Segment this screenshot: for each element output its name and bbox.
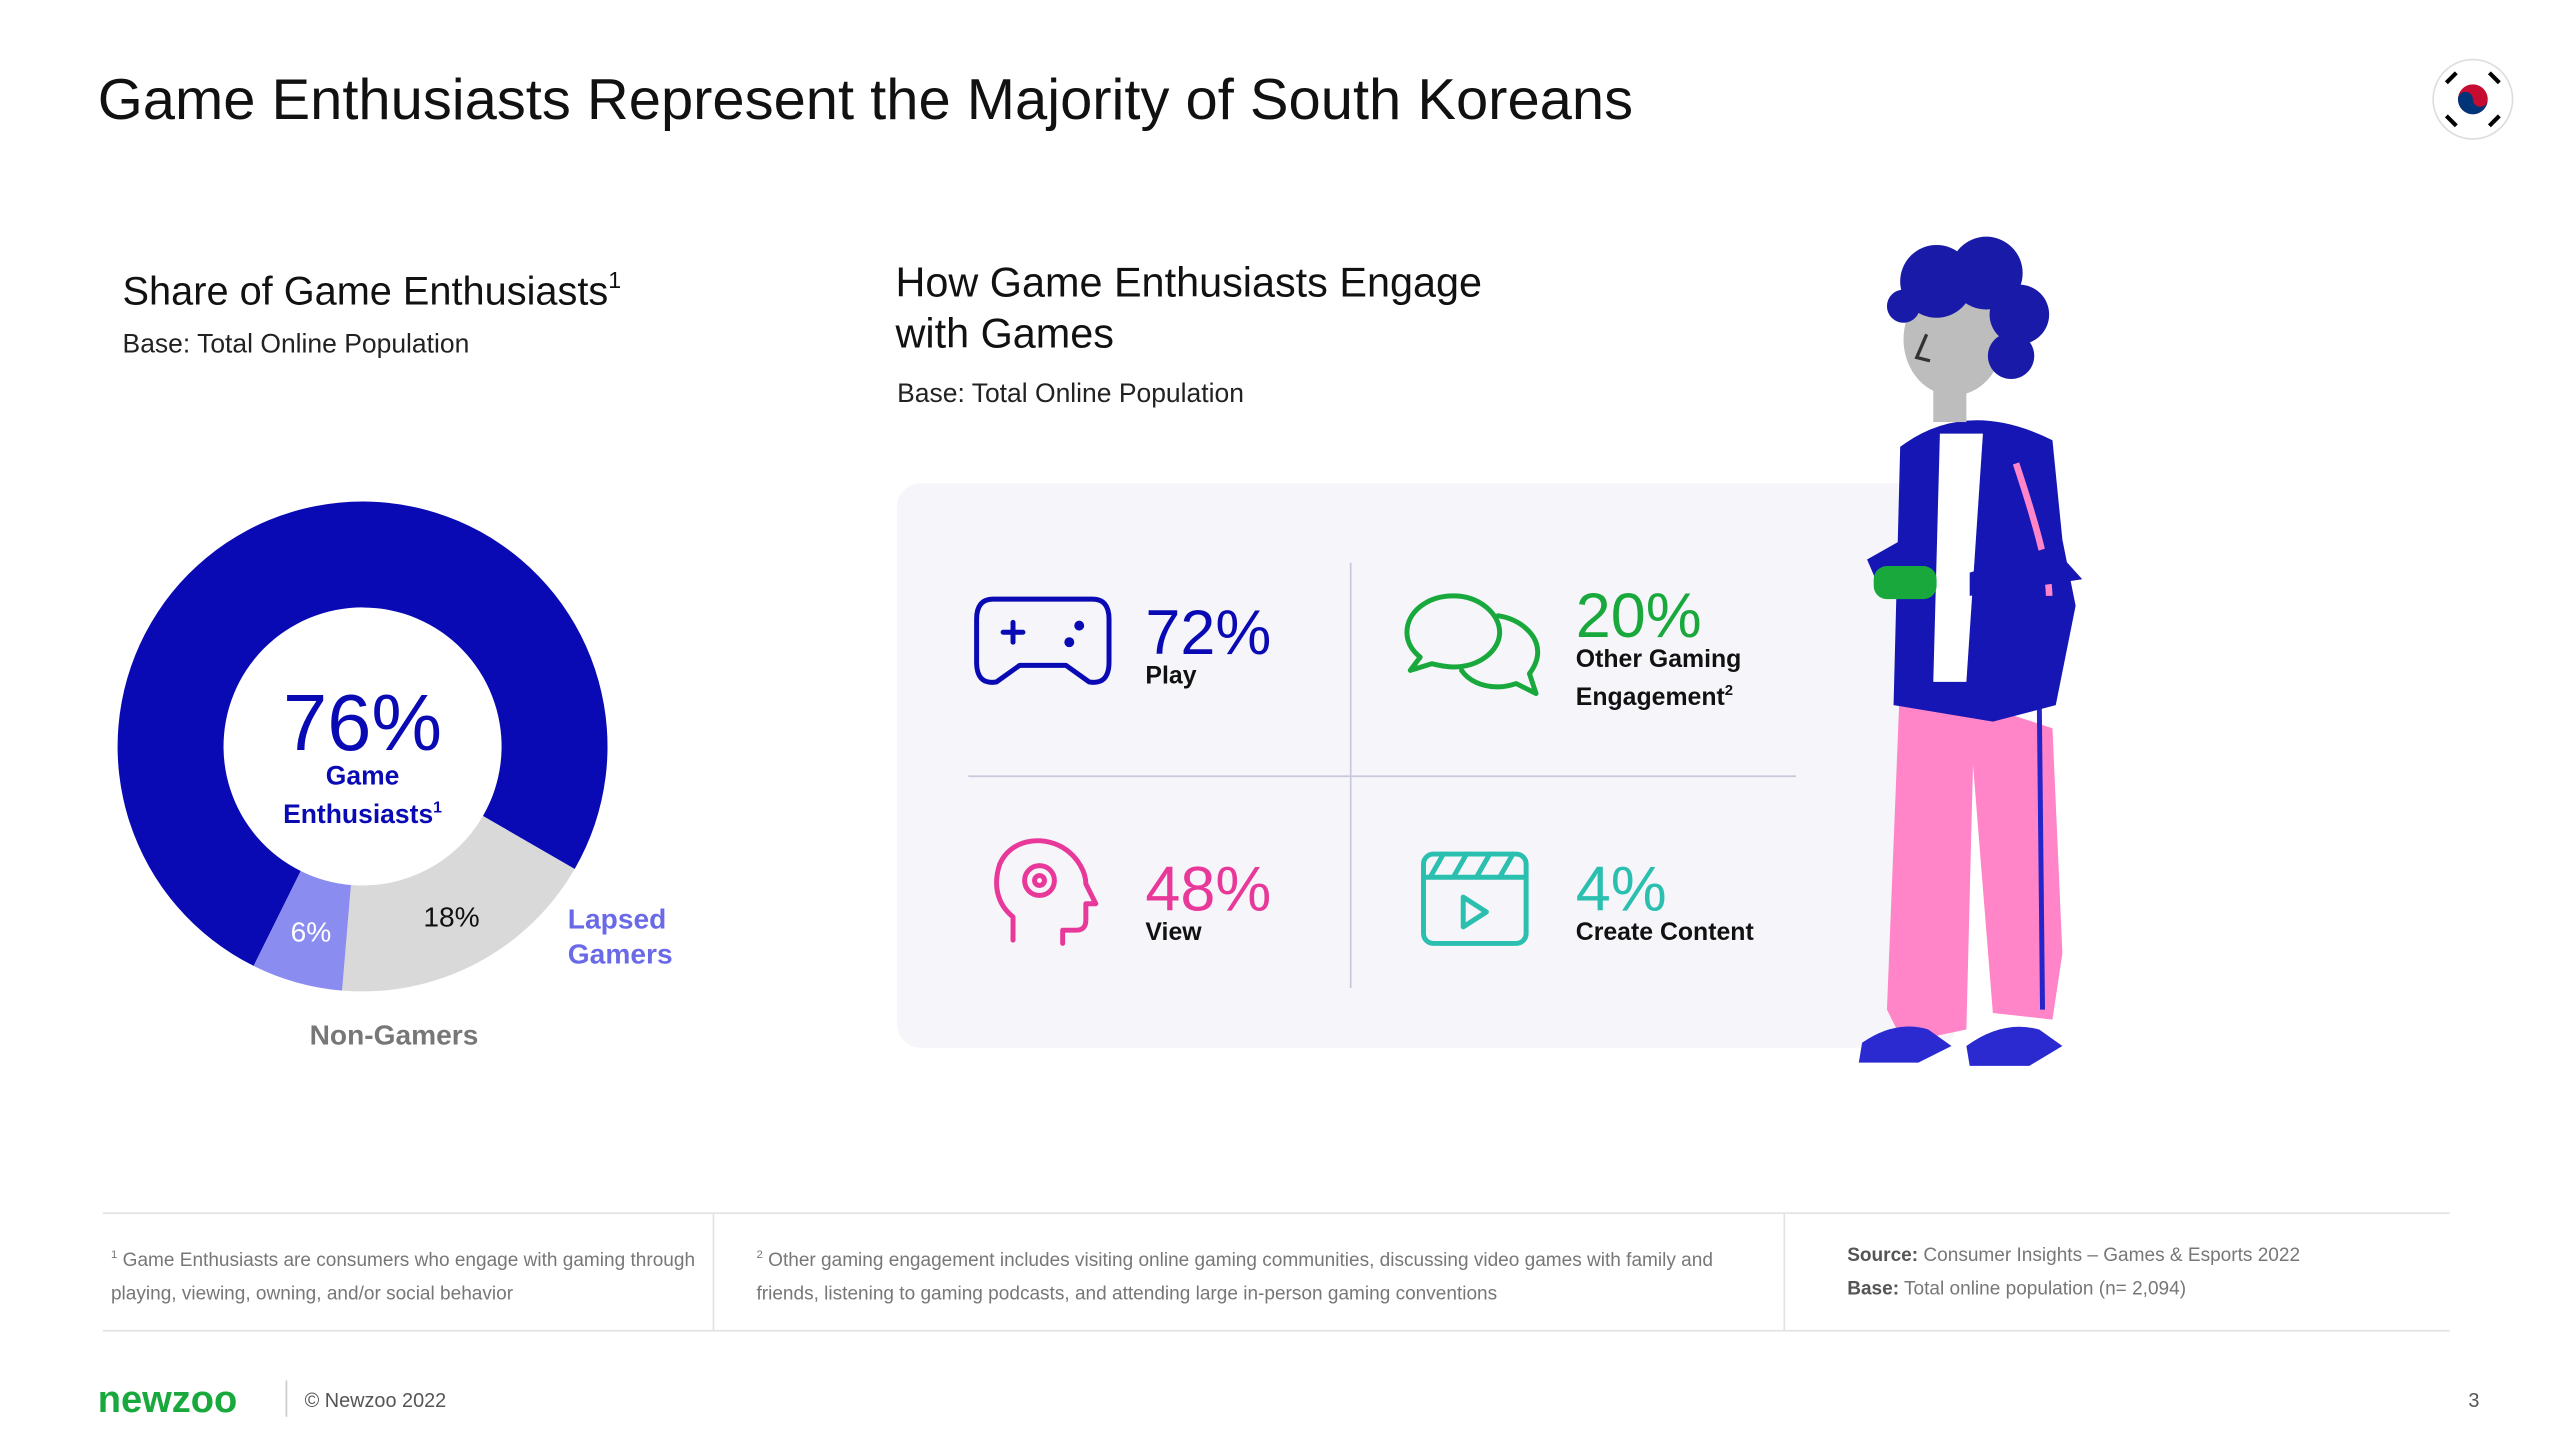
- center-label: Game Enthusiasts1: [247, 761, 479, 831]
- engagement-title: How Game Enthusiasts Engage with Games: [895, 259, 1483, 358]
- footnote-text: Game Enthusiasts are consumers who engag…: [110, 1251, 696, 1304]
- engagement-title-box: How Game Enthusiasts Engage with Games: [895, 259, 1483, 358]
- stat-label-box: Other Gaming Engagement2: [1576, 644, 1808, 714]
- chart-title-text: Share of Game Enthusiasts: [123, 270, 609, 314]
- stat-label: Other Gaming Engagement2: [1576, 644, 1808, 714]
- source-text: Consumer Insights – Games & Esports 2022: [1923, 1246, 2301, 1267]
- base-label: Base:: [1847, 1279, 1900, 1300]
- footnote-mark: 1: [433, 799, 443, 818]
- engagement-stats: 72%Play 20%Other Gaming Engagement2 48%Vie…: [1145, 581, 1808, 948]
- value-label: 18%: [423, 902, 479, 933]
- footnote-mark: 1: [110, 1249, 118, 1262]
- stat-label-text: Create Content: [1575, 918, 1754, 947]
- category-label: Lapsed Gamers: [567, 903, 673, 970]
- stat-label-text: Play: [1145, 662, 1197, 691]
- base-text: Total online population (n= 2,094): [1904, 1279, 2187, 1300]
- donut: 18% 6% 76%Game Enthusiasts1 Non-Gamers Lapse…: [117, 501, 673, 1050]
- stat-label-box: View: [1145, 917, 1377, 948]
- character-illustration: [1858, 236, 2083, 1066]
- footnote-mark: 2: [756, 1249, 763, 1262]
- stat-value: 4%: [1576, 854, 1667, 924]
- donut-slice: [117, 501, 608, 966]
- donut-slice: [342, 815, 575, 992]
- donut-slice: [253, 871, 351, 991]
- stat-value: 48%: [1145, 854, 1271, 924]
- flag: [2432, 58, 2514, 140]
- value-label: 6%: [291, 916, 332, 947]
- page-number: 3: [2468, 1390, 2479, 1412]
- footnotes: 1 Game Enthusiasts are consumers who eng…: [102, 1212, 2450, 1332]
- source-label: Source:: [1847, 1246, 1919, 1267]
- footnote-2: 2 Other gaming engagement includes visit…: [756, 1249, 1713, 1304]
- engagement-panel: [897, 483, 1957, 1048]
- stat-value: 72%: [1145, 598, 1271, 668]
- footnote-mark: 2: [1724, 681, 1734, 699]
- center-value: 76%: [283, 678, 442, 767]
- icons: [974, 593, 1541, 946]
- stat-label-box: Play: [1145, 660, 1377, 691]
- stat-label-box: Create Content: [1576, 917, 1808, 948]
- category-label-box: Lapsed Gamers: [567, 903, 673, 970]
- stat-label-text: Other Gaming Engagement: [1575, 645, 1742, 712]
- category-label: Non-Gamers: [310, 1019, 479, 1050]
- gamepad-icon: [974, 596, 1112, 685]
- stat-label: Play: [1145, 660, 1377, 691]
- chat-icon: [1404, 593, 1503, 673]
- copyright: © Newzoo 2022: [305, 1390, 447, 1412]
- source-note: Source: Consumer Insights – Games & Espo…: [1847, 1246, 2301, 1300]
- stat-label: View: [1145, 917, 1377, 948]
- center-label-box: Game Enthusiasts1: [247, 761, 479, 831]
- footnote-1: 1 Game Enthusiasts are consumers who eng…: [110, 1249, 696, 1304]
- stat-label: Create Content: [1576, 917, 1808, 948]
- category-label: Game Enthusiasts: [283, 763, 434, 830]
- stat-label-text: View: [1145, 918, 1202, 947]
- footnote-mark: 1: [608, 267, 621, 293]
- slide-title: Game Enthusiasts Represent the Majority …: [98, 68, 1633, 132]
- footnote-text: Other gaming engagement includes visitin…: [756, 1251, 1713, 1304]
- chart-title: Share of Game Enthusiasts1: [123, 267, 622, 314]
- chart-subtitle: Base: Total Online Population: [123, 329, 470, 359]
- engagement-base: Base: Total Online Population: [897, 378, 1244, 408]
- clapper-icon: [1421, 851, 1529, 946]
- brand-logo: newzoo: [98, 1379, 238, 1421]
- viewer-icon: [994, 838, 1099, 946]
- stat-value: 20%: [1576, 581, 1702, 651]
